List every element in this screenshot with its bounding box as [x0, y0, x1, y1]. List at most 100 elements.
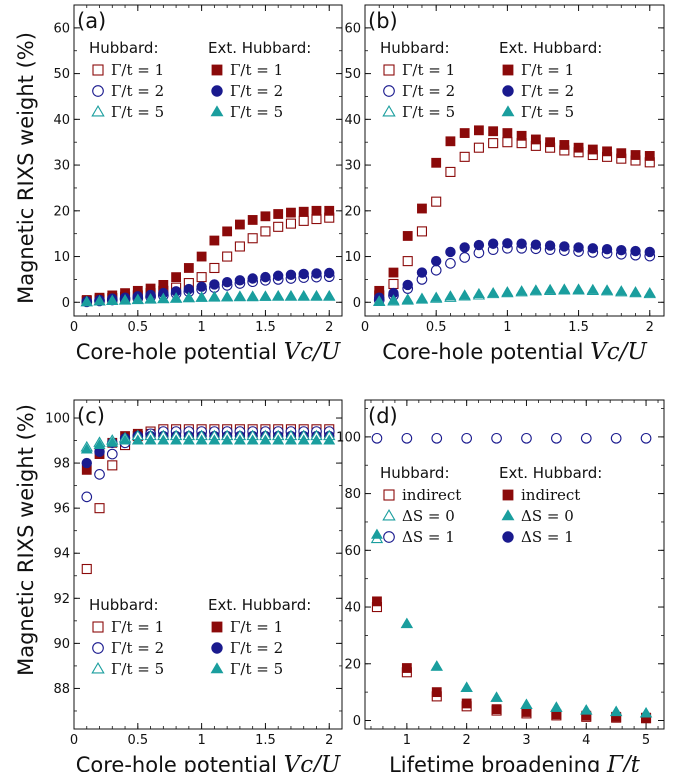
legend-marker	[502, 85, 514, 97]
data-point	[416, 292, 428, 303]
data-point	[459, 128, 470, 138]
data-point	[487, 238, 499, 249]
legend-label: indirect	[402, 486, 461, 504]
data-point	[311, 213, 322, 225]
data-point	[196, 272, 207, 283]
data-point	[474, 125, 484, 136]
data-point	[640, 707, 653, 718]
legend-marker	[91, 105, 105, 117]
data-point	[247, 215, 258, 225]
y-tick-label: 30	[344, 159, 361, 174]
y-tick-label: 100	[45, 412, 70, 427]
x-tick-label: 1	[197, 320, 205, 335]
legend-label: Γ/t = 1	[230, 61, 283, 79]
data-point	[170, 292, 183, 303]
data-point	[196, 251, 207, 262]
data-point	[559, 241, 570, 252]
data-point	[171, 272, 181, 283]
data-point	[387, 294, 400, 305]
panel-title: (c)	[77, 404, 105, 428]
x-tick-label: 2	[325, 733, 333, 748]
data-point	[209, 262, 220, 274]
legend-label: ΔS = 0	[402, 507, 455, 525]
data-point	[491, 704, 502, 715]
data-point	[106, 448, 118, 460]
data-point	[516, 238, 527, 249]
legend-label: Γ/t = 1	[521, 61, 574, 79]
x-tick-label: 0	[361, 320, 369, 335]
data-point	[247, 273, 258, 284]
panel-c: 0 0.5 1 1.5 2 88 90 92 94 96 98 100 (c) Core-hole pot…	[45, 399, 343, 772]
data-point	[221, 434, 234, 445]
legend-label: Γ/t = 5	[230, 103, 283, 121]
x-axis-label: Core-hole potential Vc/U	[76, 339, 342, 365]
data-point	[416, 226, 428, 237]
legend-label: ΔS = 0	[521, 507, 574, 525]
y-tick-label: 100	[336, 430, 361, 445]
data-point	[445, 258, 456, 269]
data-point	[502, 137, 513, 148]
legend-marker	[382, 105, 396, 117]
data-point	[502, 128, 513, 138]
data-point	[106, 436, 119, 447]
data-point	[610, 705, 623, 716]
data-point	[182, 292, 195, 303]
x-tick-label: 0.5	[426, 320, 447, 335]
legend-label: Γ/t = 1	[111, 61, 164, 79]
data-point	[273, 209, 284, 219]
data-point	[558, 283, 571, 294]
data-point	[246, 434, 259, 445]
data-point	[209, 279, 220, 290]
data-point	[431, 432, 443, 444]
data-point	[580, 704, 593, 715]
data-point	[81, 457, 92, 469]
data-point	[602, 146, 612, 157]
data-point	[93, 438, 106, 450]
y-tick-label: 90	[53, 637, 70, 652]
data-point	[640, 432, 652, 444]
data-point	[431, 687, 442, 698]
plot-frame	[73, 4, 343, 317]
legend-marker	[211, 64, 223, 76]
legend-marker	[501, 509, 515, 521]
data-point	[323, 290, 336, 301]
data-point	[81, 491, 93, 503]
x-axis-label-text: Core-hole potential	[76, 753, 284, 772]
data-point	[94, 469, 105, 480]
legend-label: Γ/t = 5	[111, 103, 164, 121]
x-tick-label: 0.5	[127, 733, 148, 748]
data-point	[402, 231, 413, 241]
data-point	[209, 235, 220, 246]
data-point	[629, 286, 642, 297]
y-tick-label: 98	[53, 457, 70, 472]
x-tick-label: 0	[70, 733, 78, 748]
y-tick-label: 10	[344, 250, 361, 265]
data-point	[260, 271, 271, 283]
data-point	[297, 434, 310, 445]
x-axis-label-variable: Vc/U	[590, 339, 648, 365]
x-tick-label: 1	[403, 733, 411, 748]
legend-marker	[383, 531, 395, 543]
data-point	[610, 432, 622, 444]
plot-frame	[364, 4, 665, 317]
data-point	[388, 278, 399, 290]
x-axis-label-text: Core-hole potential	[76, 340, 284, 364]
data-point	[461, 698, 472, 709]
data-point	[460, 681, 473, 692]
x-tick-label: 2	[646, 320, 654, 335]
data-point	[183, 263, 194, 273]
data-point	[208, 434, 221, 445]
data-point	[373, 295, 386, 306]
data-point	[616, 244, 627, 256]
ylabel-bottom: Magnetic RIXS weight (%)	[14, 404, 38, 676]
data-point	[131, 434, 144, 445]
legend-marker	[382, 509, 396, 521]
legend: Hubbard: Ext. Hubbard: Γ/t = 1 Γ/t = 1 Γ/t =…	[89, 596, 311, 678]
data-point	[559, 140, 570, 150]
x-tick-label: 5	[642, 733, 650, 748]
data-point	[430, 291, 443, 302]
y-tick-label: 40	[53, 113, 70, 128]
legend-label: Γ/t = 2	[402, 82, 455, 100]
data-point	[388, 267, 399, 278]
